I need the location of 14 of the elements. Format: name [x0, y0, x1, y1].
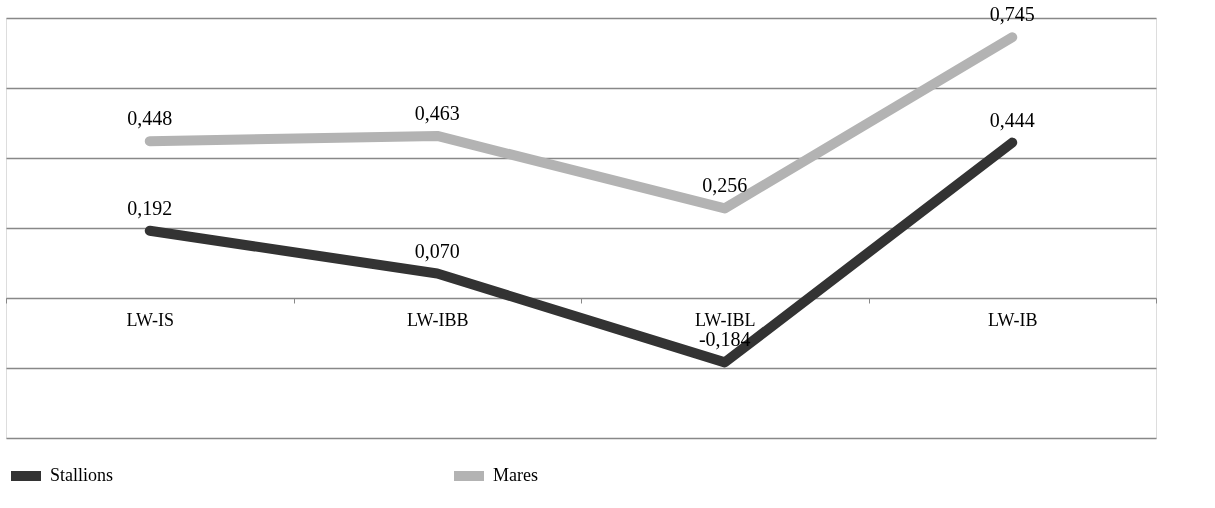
legend-label: Stallions: [50, 465, 114, 485]
data-label: 0,192: [127, 196, 173, 219]
x-tick-label: LW-IBB: [406, 309, 469, 330]
x-tick-label: LW-IB: [987, 309, 1038, 330]
legend-label: Mares: [493, 465, 538, 485]
data-label: 0,448: [127, 107, 173, 130]
x-tick-label: LW-IBL: [694, 309, 756, 330]
data-label: 0,256: [702, 174, 748, 197]
data-label: -0,184: [698, 328, 751, 351]
data-label: 0,463: [414, 101, 460, 124]
x-tick-label: LW-IS: [126, 309, 175, 330]
data-label: 0,745: [989, 3, 1035, 26]
data-label: 0,444: [989, 108, 1035, 131]
data-label: 0,070: [414, 239, 460, 262]
